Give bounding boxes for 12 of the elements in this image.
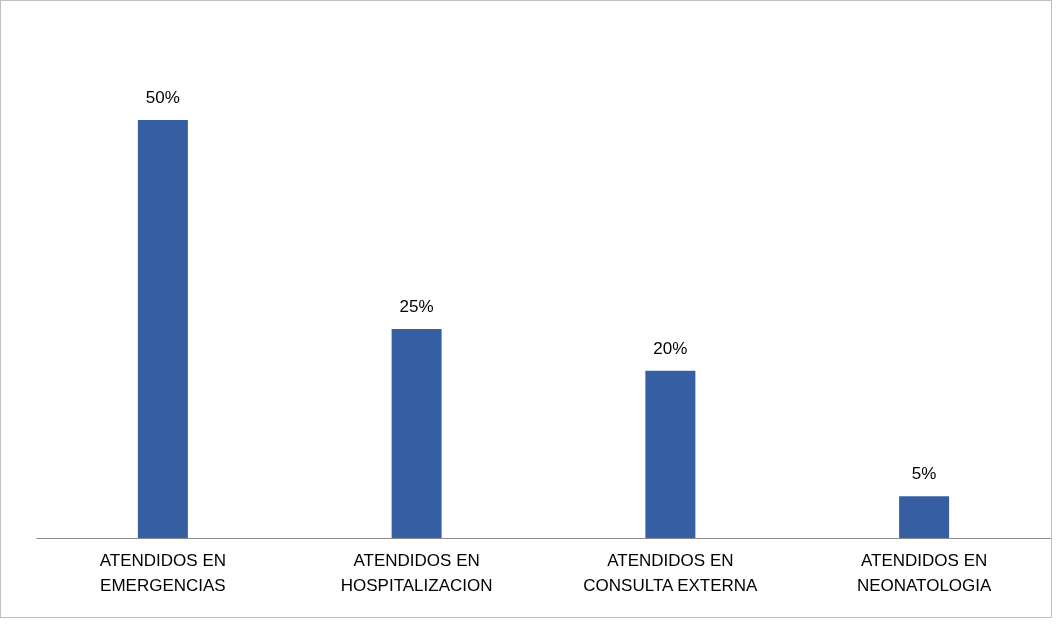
data-label: 5%: [911, 464, 937, 484]
x-tick-label: ATENDIDOS EN EMERGENCIAS: [99, 550, 227, 595]
data-label: 25%: [399, 297, 434, 316]
bar: [899, 496, 950, 538]
bar: [137, 120, 188, 538]
data-label: 50%: [145, 88, 180, 107]
x-tick-label: ATENDIDOS EN NEONATOLOGIA: [856, 550, 993, 595]
bar: [391, 329, 442, 538]
x-tick-label: ATENDIDOS EN HOSPITALIZACION: [340, 550, 493, 595]
data-label: 20%: [653, 338, 688, 358]
x-tick-label: ATENDIDOS EN CONSULTA EXTERNA: [583, 550, 759, 595]
bar: [645, 370, 696, 538]
